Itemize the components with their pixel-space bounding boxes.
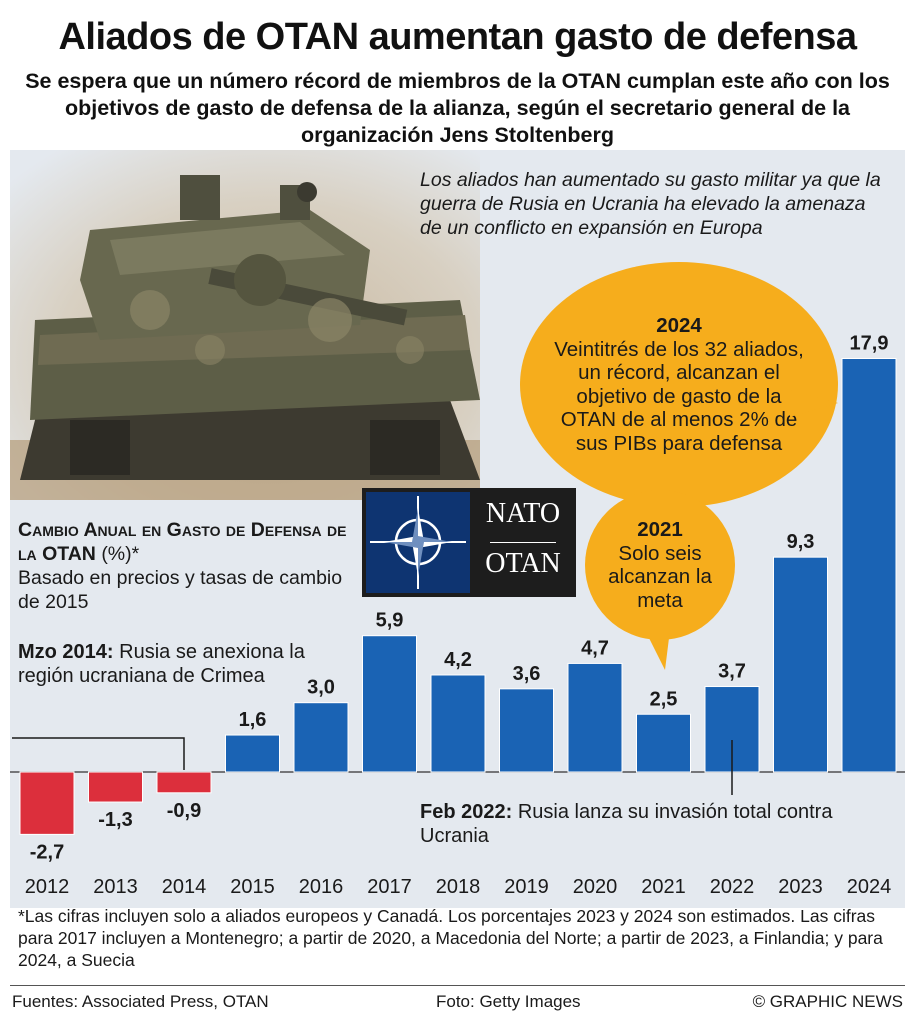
callout-2024-pointer xyxy=(790,390,838,417)
bar-2023 xyxy=(773,556,828,773)
value-label-2015: 1,6 xyxy=(239,709,267,731)
bar-2014 xyxy=(156,771,212,794)
callout-2024-year: 2024 xyxy=(656,314,702,337)
category-label-2021: 2021 xyxy=(641,876,686,898)
value-label-2017: 5,9 xyxy=(376,610,404,632)
chart-title: Cambio Anual en Gasto de Defensa de la O… xyxy=(18,519,347,565)
value-label-2012: -2,7 xyxy=(30,841,64,863)
crimea-text: Rusia se anexiona la región ucraniana de… xyxy=(18,641,305,687)
bar-2016 xyxy=(293,702,349,773)
bar-2018 xyxy=(430,674,486,773)
category-label-2018: 2018 xyxy=(436,876,481,898)
bar-2021 xyxy=(636,713,691,773)
value-label-2014: -0,9 xyxy=(167,800,201,822)
page-title: Aliados de OTAN aumentan gasto de defens… xyxy=(58,16,857,58)
value-label-2021: 2,5 xyxy=(650,688,678,710)
bar-2019 xyxy=(499,688,554,773)
value-label-2023: 9,3 xyxy=(787,531,815,553)
category-label-2013: 2013 xyxy=(93,876,138,898)
value-label-2020: 4,7 xyxy=(581,637,609,659)
category-label-2023: 2023 xyxy=(778,876,823,898)
nato-logo-top: NATO xyxy=(485,498,561,529)
crimea-connector xyxy=(12,737,185,770)
callout-2021-pointer xyxy=(645,630,670,670)
value-label-2022: 3,7 xyxy=(718,661,746,683)
category-label-2024: 2024 xyxy=(847,876,892,898)
crimea-annotation: Mzo 2014: Rusia se anexiona la región uc… xyxy=(18,640,348,688)
value-label-2016: 3,0 xyxy=(307,677,335,699)
bar-2017 xyxy=(362,635,417,773)
chart-unit: (%)* xyxy=(101,543,140,565)
footer-divider xyxy=(10,985,905,986)
crimea-date: Mzo 2014: xyxy=(18,641,114,663)
category-label-2016: 2016 xyxy=(299,876,344,898)
invasion-text: Rusia lanza su invasión total contra Ucr… xyxy=(420,801,833,847)
value-label-2013: -1,3 xyxy=(98,809,132,831)
category-label-2012: 2012 xyxy=(25,876,70,898)
bar-2015 xyxy=(225,734,280,773)
value-label-2019: 3,6 xyxy=(513,663,541,685)
category-label-2019: 2019 xyxy=(504,876,549,898)
category-label-2017: 2017 xyxy=(367,876,412,898)
value-label-2024: 17,9 xyxy=(850,333,889,355)
nato-logo-bottom: OTAN xyxy=(485,548,561,579)
callout-2021-text: Solo seis alcanzan la meta xyxy=(608,541,712,612)
category-label-2020: 2020 xyxy=(573,876,618,898)
footer-photo-credit: Foto: Getty Images xyxy=(436,992,581,1011)
context-text: Los aliados han aumentado su gasto milit… xyxy=(420,169,881,239)
nato-compass-icon xyxy=(370,496,466,589)
category-label-2015: 2015 xyxy=(230,876,275,898)
category-label-2014: 2014 xyxy=(162,876,207,898)
page-subtitle: Se espera que un número récord de miembr… xyxy=(25,69,890,147)
callout-2024: 2024 Veintitrés de los 32 aliados, un ré… xyxy=(520,262,838,507)
category-label-2022: 2022 xyxy=(710,876,755,898)
invasion-annotation: Feb 2022: Rusia lanza su invasión total … xyxy=(420,800,880,848)
footer-sources: Fuentes: Associated Press, OTAN xyxy=(12,992,269,1011)
callout-2024-text: Veintitrés de los 32 aliados, un récord,… xyxy=(554,337,804,455)
invasion-date: Feb 2022: xyxy=(420,801,513,823)
bar-2012 xyxy=(19,771,75,835)
value-label-2018: 4,2 xyxy=(444,649,472,671)
callout-2021: 2021 Solo seis alcanzan la meta xyxy=(585,490,735,640)
bar-2020 xyxy=(567,662,623,773)
nato-logo: NATO OTAN xyxy=(362,488,576,597)
footer-copyright: © GRAPHIC NEWS xyxy=(752,992,903,1011)
tank-photo xyxy=(10,150,480,500)
chart-title-block: Cambio Anual en Gasto de Defensa de la O… xyxy=(18,518,368,614)
bar-2024 xyxy=(841,358,897,773)
callout-2021-year: 2021 xyxy=(637,518,683,541)
chart-subtitle: Basado en precios y tasas de cambio de 2… xyxy=(18,567,343,613)
bar-2013 xyxy=(88,771,143,803)
footnote: *Las cifras incluyen solo a aliados euro… xyxy=(18,906,883,970)
